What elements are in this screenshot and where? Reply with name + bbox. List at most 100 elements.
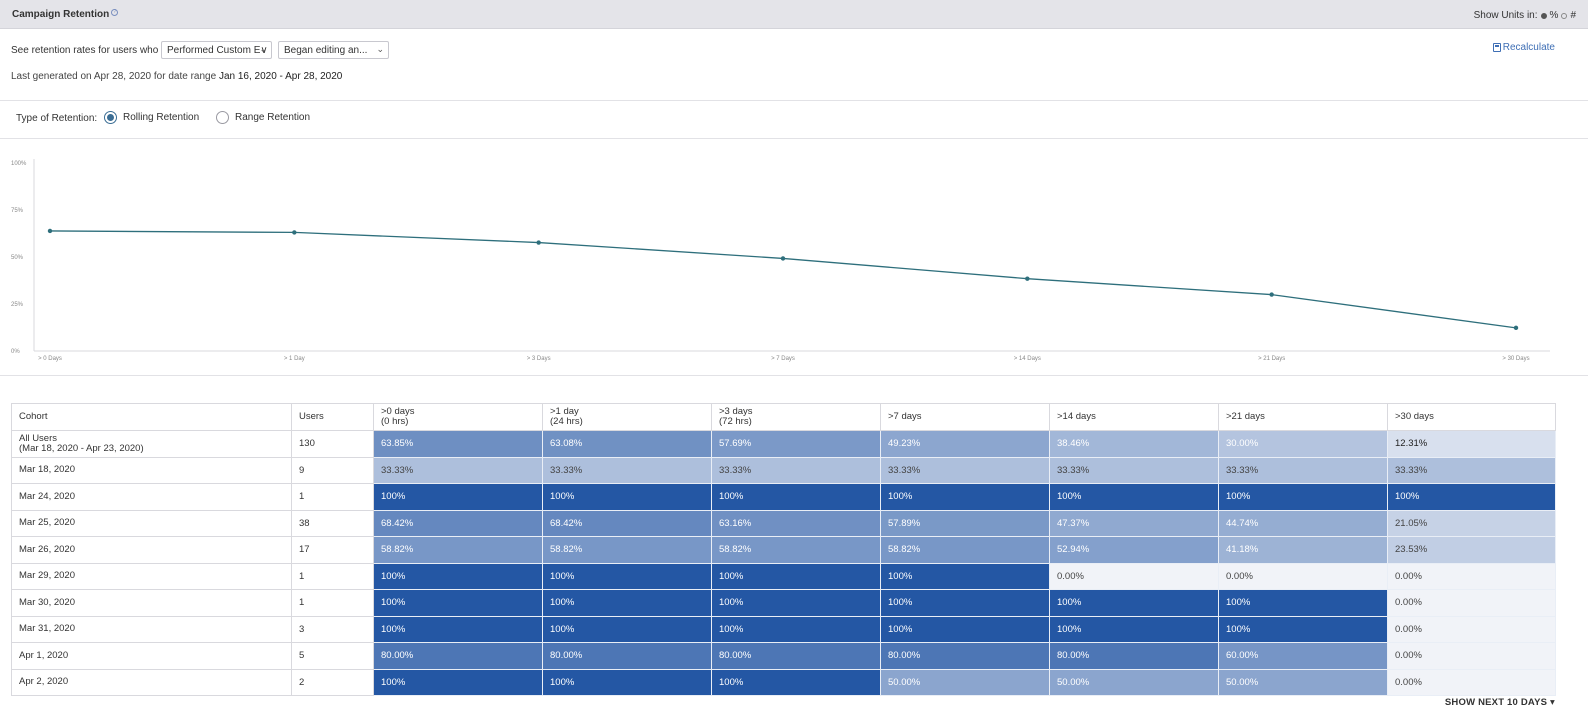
table-row: Mar 31, 2020 3 100% 100% 100% 100% 100% 100% 0.0… bbox=[11, 615, 1556, 643]
table-row: Mar 24, 2020 1 100% 100% 100% 100% 100% 100% 100… bbox=[11, 483, 1556, 511]
unit-count-radio[interactable] bbox=[1561, 12, 1568, 19]
column-header: Cohort bbox=[11, 403, 292, 431]
retention-cell: 30.00% bbox=[1218, 430, 1388, 458]
cohort-cell: Apr 2, 2020 bbox=[11, 668, 292, 696]
cohort-cell: Mar 24, 2020 bbox=[11, 483, 292, 511]
last-generated-range: Jan 16, 2020 - Apr 28, 2020 bbox=[218, 71, 343, 82]
column-header-label: >0 days bbox=[381, 406, 415, 417]
retention-cell: 44.74% bbox=[1218, 509, 1388, 537]
x-tick-label: > 7 Days bbox=[771, 356, 795, 362]
event-type-select-value: Performed Custom E∨ bbox=[167, 45, 268, 56]
x-tick-label: > 3 Days bbox=[527, 356, 551, 362]
retention-cell: 100% bbox=[373, 562, 543, 590]
retention-type: Type of Retention: Rolling Retention Ran… bbox=[0, 101, 1588, 139]
show-next-button[interactable]: SHOW NEXT 10 DAYS ▾ bbox=[1445, 697, 1555, 708]
retention-cell: 100% bbox=[711, 615, 881, 643]
retention-cell: 100% bbox=[711, 589, 881, 617]
retention-cell: 100% bbox=[1049, 589, 1219, 617]
units-label: Show Units in: bbox=[1473, 10, 1538, 21]
retention-cell: 68.42% bbox=[542, 509, 712, 537]
cohort-label: Apr 2, 2020 bbox=[19, 676, 69, 688]
retention-cell: 100% bbox=[373, 589, 543, 617]
x-tick-label: > 30 Days bbox=[1502, 356, 1529, 362]
series-line bbox=[49, 230, 1517, 329]
cohort-cell: Apr 1, 2020 bbox=[11, 642, 292, 670]
last-generated-text: Last generated on Apr 28, 2020 for date … bbox=[11, 71, 342, 82]
retention-cell: 100% bbox=[1218, 615, 1388, 643]
last-generated-prefix: Last generated on Apr 28, 2020 for date … bbox=[11, 71, 217, 82]
event-select[interactable]: Began editing an... ⌄ bbox=[278, 41, 389, 59]
column-header-label: >21 days bbox=[1226, 411, 1265, 422]
column-header-label: >1 day bbox=[550, 406, 579, 417]
rolling-retention-radio[interactable]: Rolling Retention bbox=[104, 111, 199, 124]
chevron-down-icon: ⌄ bbox=[259, 44, 267, 54]
retention-cell: 100% bbox=[373, 615, 543, 643]
cohort-cell: Mar 30, 2020 bbox=[11, 589, 292, 617]
users-cell: 38 bbox=[291, 509, 374, 537]
retention-cell: 100% bbox=[1049, 615, 1219, 643]
page-title-text: Campaign Retention bbox=[12, 9, 110, 20]
table-row: All Users (Mar 18, 2020 - Apr 23, 2020) 13… bbox=[11, 430, 1556, 458]
table-body: All Users (Mar 18, 2020 - Apr 23, 2020) 13… bbox=[11, 430, 1556, 696]
unit-percent-radio[interactable] bbox=[1540, 12, 1547, 19]
cohort-label: Mar 26, 2020 bbox=[19, 543, 75, 555]
data-point bbox=[1025, 276, 1030, 281]
cohort-cell: All Users (Mar 18, 2020 - Apr 23, 2020) bbox=[11, 430, 292, 458]
event-type-select[interactable]: Performed Custom E∨ ⌄ bbox=[161, 41, 272, 59]
event-select-value: Began editing an... bbox=[284, 45, 368, 56]
users-cell: 1 bbox=[291, 589, 374, 617]
users-cell: 5 bbox=[291, 642, 374, 670]
retention-cell: 100% bbox=[542, 615, 712, 643]
retention-cell: 80.00% bbox=[542, 642, 712, 670]
cohort-cell: Mar 26, 2020 bbox=[11, 536, 292, 564]
retention-cell: 33.33% bbox=[542, 456, 712, 484]
chevron-down-icon: ⌄ bbox=[376, 44, 384, 54]
data-point bbox=[780, 256, 786, 261]
cohort-label: Mar 24, 2020 bbox=[19, 490, 75, 502]
retention-cell: 100% bbox=[711, 483, 881, 511]
retention-cell: 100% bbox=[1218, 483, 1388, 511]
column-header-label: >3 days bbox=[719, 406, 753, 417]
calculator-icon bbox=[1492, 43, 1501, 52]
retention-cell: 63.08% bbox=[542, 430, 712, 458]
retention-cell: 60.00% bbox=[1218, 642, 1388, 670]
retention-cell: 100% bbox=[880, 483, 1050, 511]
retention-cell: 80.00% bbox=[1049, 642, 1219, 670]
column-header: >7 days bbox=[880, 403, 1050, 431]
retention-table: Cohort Users >0 days (0 hrs) >1 day (24 hrs) >… bbox=[11, 403, 1556, 696]
retention-cell: 68.42% bbox=[373, 509, 543, 537]
retention-prompt: See retention rates for users who bbox=[11, 45, 159, 56]
retention-cell: 12.31% bbox=[1387, 430, 1556, 458]
retention-cell: 100% bbox=[880, 589, 1050, 617]
radio-unselected-icon bbox=[216, 111, 229, 124]
cohort-cell: Mar 31, 2020 bbox=[11, 615, 292, 643]
cohort-label: Mar 18, 2020 bbox=[19, 464, 75, 476]
column-header: >21 days bbox=[1218, 403, 1388, 431]
info-icon[interactable]: ? bbox=[111, 9, 119, 16]
retention-cell: 100% bbox=[373, 483, 543, 511]
table-row: Mar 18, 2020 9 33.33% 33.33% 33.33% 33.33% 33.… bbox=[11, 456, 1556, 484]
retention-cell: 100% bbox=[880, 562, 1050, 590]
retention-cell: 57.89% bbox=[880, 509, 1050, 537]
column-header: >14 days bbox=[1049, 403, 1219, 431]
data-point bbox=[47, 228, 53, 234]
column-header: >0 days (0 hrs) bbox=[373, 403, 543, 431]
retention-cell: 63.85% bbox=[373, 430, 543, 458]
users-cell: 9 bbox=[291, 456, 374, 484]
retention-cell: 50.00% bbox=[1049, 668, 1219, 696]
retention-chart: 100% 75% 50% 25% 0% > 0 Days > 1 Day > 3 Days > … bbox=[0, 140, 1588, 376]
users-cell: 3 bbox=[291, 615, 374, 643]
retention-cell: 80.00% bbox=[880, 642, 1050, 670]
range-retention-radio[interactable]: Range Retention bbox=[216, 111, 310, 124]
retention-cell: 41.18% bbox=[1218, 536, 1388, 564]
retention-cell: 0.00% bbox=[1387, 615, 1556, 643]
table-row: Mar 29, 2020 1 100% 100% 100% 100% 0.00% 0.00% 0… bbox=[11, 562, 1556, 590]
retention-cell: 100% bbox=[1218, 589, 1388, 617]
recalculate-button[interactable]: Recalculate bbox=[1492, 42, 1555, 53]
retention-cell: 100% bbox=[542, 668, 712, 696]
retention-cell: 0.00% bbox=[1218, 562, 1388, 590]
retention-cell: 100% bbox=[1049, 483, 1219, 511]
retention-cell: 0.00% bbox=[1387, 642, 1556, 670]
retention-cell: 57.69% bbox=[711, 430, 881, 458]
table-row: Mar 26, 2020 17 58.82% 58.82% 58.82% 58.82% 52… bbox=[11, 536, 1556, 564]
